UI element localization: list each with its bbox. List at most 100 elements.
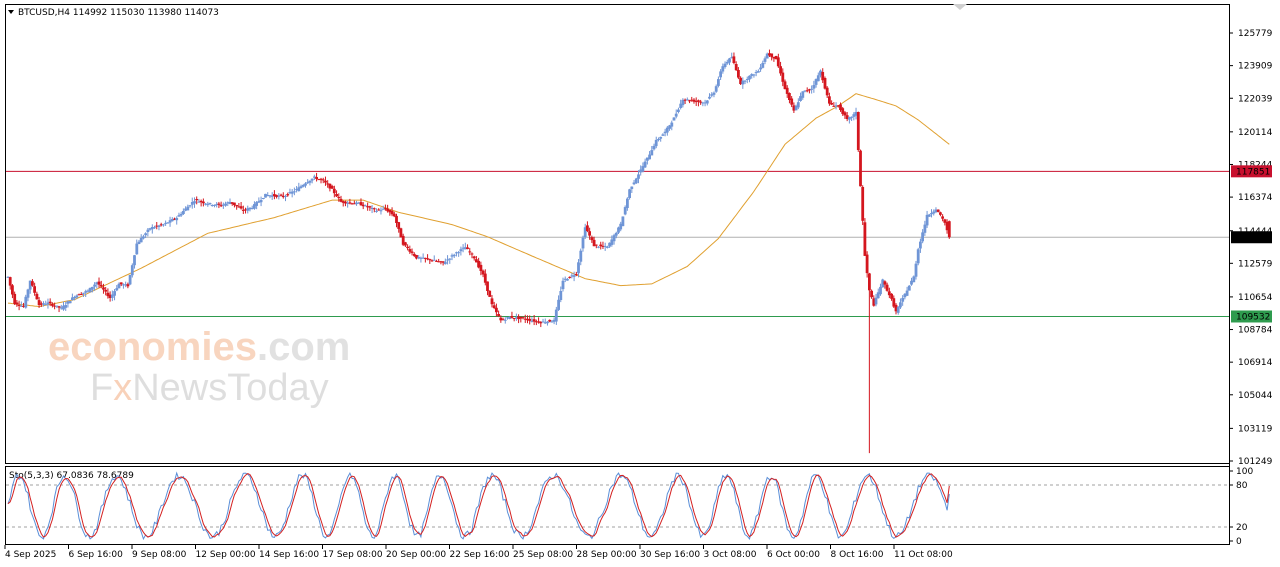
candle	[519, 316, 523, 323]
candle	[281, 192, 285, 199]
candle	[208, 202, 212, 206]
candle	[66, 300, 70, 308]
candle	[501, 317, 505, 321]
candle	[448, 258, 452, 264]
candle	[610, 235, 614, 247]
candle	[539, 321, 543, 328]
price-tick: 108784	[1229, 326, 1273, 336]
stoch-signal-line	[7, 473, 950, 538]
candle	[679, 99, 683, 110]
candle	[261, 197, 265, 200]
candle	[681, 98, 685, 108]
candle	[461, 244, 465, 253]
candle	[379, 207, 383, 215]
candle	[879, 283, 882, 296]
price-tick: 123909	[1229, 62, 1273, 72]
candle	[335, 190, 338, 197]
candle	[410, 248, 414, 256]
time-tick: 6 Sep 16:00	[68, 545, 123, 560]
svg-text:117851: 117851	[1236, 167, 1270, 177]
time-tick: 8 Oct 16:00	[830, 545, 884, 560]
candle	[763, 56, 767, 65]
candle	[190, 197, 194, 209]
candle	[750, 73, 754, 79]
candle	[810, 85, 813, 94]
candle	[299, 184, 303, 189]
candle	[528, 315, 532, 325]
svg-text:123909: 123909	[1238, 62, 1273, 72]
candle	[783, 79, 787, 90]
price-tick: 103119	[1229, 424, 1273, 434]
candle	[475, 256, 478, 263]
svg-text:11 Oct 08:00: 11 Oct 08:00	[894, 550, 953, 560]
candle	[932, 209, 936, 216]
svg-text:114073: 114073	[1236, 233, 1270, 243]
stochastic-axis: 100 80 20 0	[1229, 467, 1253, 547]
candle	[819, 69, 822, 78]
price-tick: 106914	[1229, 358, 1273, 368]
candle	[606, 245, 609, 249]
candle	[139, 234, 143, 243]
candle	[28, 280, 32, 294]
candle	[339, 195, 343, 203]
candle	[768, 49, 771, 58]
horizontal-levels[interactable]	[6, 170, 1229, 317]
candle	[170, 217, 174, 222]
candle	[290, 189, 294, 198]
candle	[641, 162, 645, 173]
candle	[122, 283, 125, 289]
candle	[939, 211, 942, 217]
candle	[619, 221, 623, 232]
candle	[279, 193, 283, 197]
watermark-newstoday: NewsToday	[132, 367, 328, 409]
candle	[412, 252, 416, 258]
candle	[632, 179, 636, 186]
candle	[801, 91, 805, 100]
svg-text:122039: 122039	[1238, 94, 1273, 104]
candle	[745, 76, 749, 84]
candle	[255, 201, 258, 210]
svg-text:30 Sep 16:00: 30 Sep 16:00	[640, 550, 700, 560]
candle	[153, 225, 156, 229]
candle	[364, 204, 367, 207]
candle	[781, 68, 785, 87]
candle	[446, 255, 449, 265]
candle	[752, 73, 756, 78]
stochastic-plot-frame	[5, 466, 1230, 545]
svg-text:0: 0	[1236, 537, 1242, 547]
candle	[472, 255, 476, 261]
shift-marker-icon[interactable]	[953, 4, 967, 10]
candle	[741, 77, 745, 89]
candle	[108, 291, 112, 302]
candle	[408, 245, 412, 254]
candle	[182, 208, 185, 216]
candle	[450, 253, 454, 261]
candle	[341, 200, 345, 207]
candle	[128, 274, 132, 286]
candle	[406, 244, 409, 251]
candle	[82, 292, 85, 297]
stoch-tick: 80	[1229, 481, 1248, 491]
candle	[910, 277, 913, 286]
candle	[876, 288, 880, 299]
candle	[728, 57, 731, 66]
candle	[148, 227, 152, 231]
candle	[710, 92, 714, 98]
candle	[184, 206, 187, 212]
candle	[816, 72, 820, 82]
candle	[650, 145, 654, 156]
candle	[794, 104, 798, 111]
candle	[239, 202, 243, 210]
candle	[588, 227, 591, 240]
candle	[86, 289, 90, 293]
time-tick: 28 Sep 00:00	[576, 545, 637, 560]
candle	[417, 255, 421, 260]
candle	[113, 289, 116, 301]
dropdown-triangle-icon[interactable]	[8, 10, 14, 14]
candle	[732, 52, 736, 65]
candle	[246, 205, 250, 214]
candle	[921, 229, 924, 244]
candle	[157, 224, 161, 231]
candle	[193, 197, 196, 208]
